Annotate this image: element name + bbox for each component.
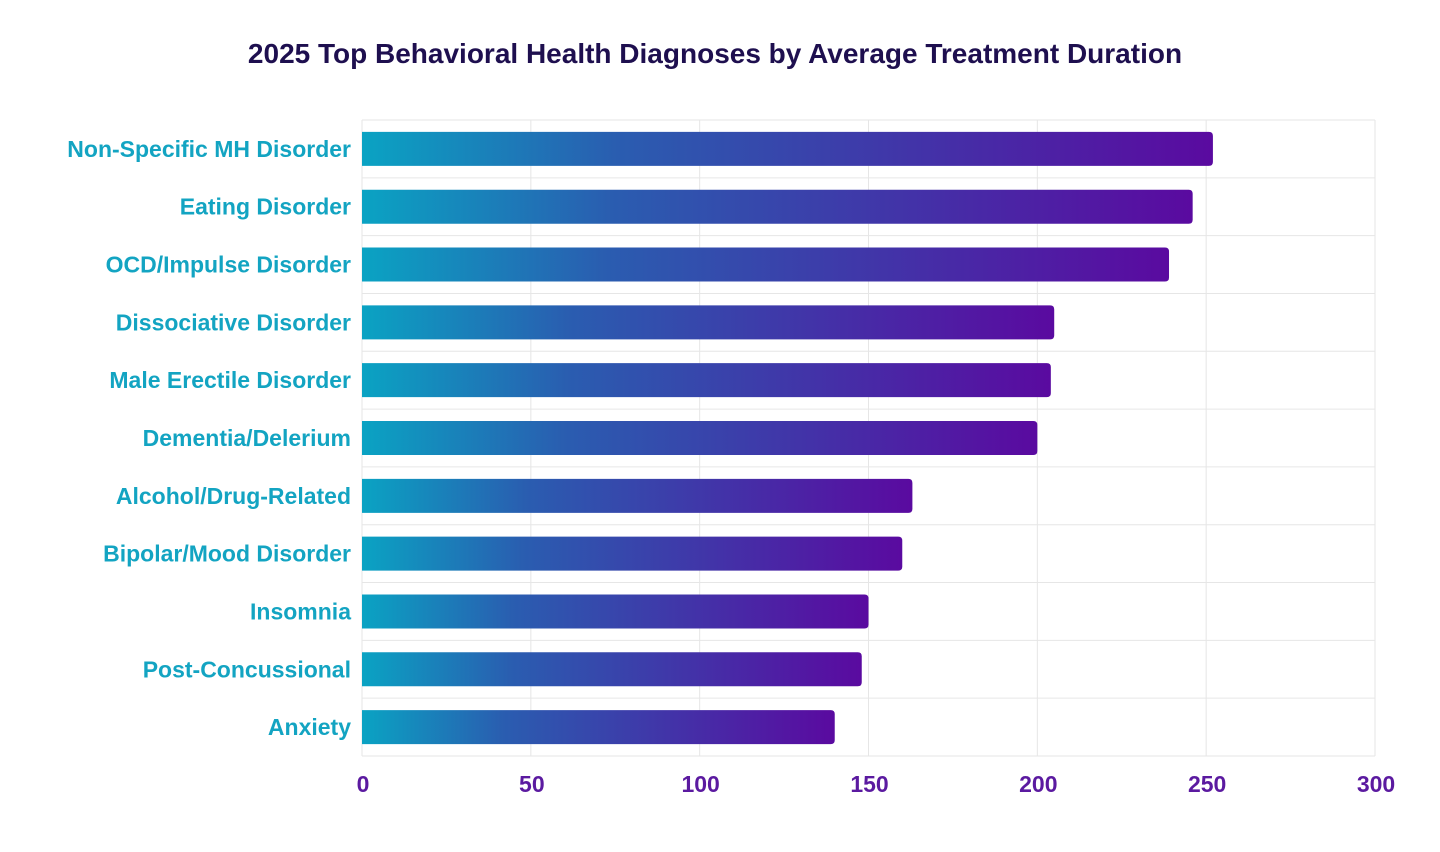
bar xyxy=(362,594,869,629)
category-label: Non-Specific MH Disorder xyxy=(67,136,351,162)
x-tick-label: 250 xyxy=(1188,771,1226,797)
x-tick-label: 50 xyxy=(519,771,545,797)
bar xyxy=(362,652,862,687)
x-axis-tick-labels: 0 50 100 150 200 250 300 xyxy=(357,771,1396,797)
bars xyxy=(362,131,1213,745)
category-label: Post-Concussional xyxy=(143,656,351,682)
bar xyxy=(362,131,1213,166)
category-label: Anxiety xyxy=(268,714,351,740)
x-tick-label: 150 xyxy=(850,771,888,797)
category-label: OCD/Impulse Disorder xyxy=(106,252,351,278)
x-tick-label: 100 xyxy=(681,771,719,797)
bar xyxy=(362,536,903,571)
chart-title: 2025 Top Behavioral Health Diagnoses by … xyxy=(247,38,1183,69)
category-label: Male Erectile Disorder xyxy=(109,367,351,393)
x-tick-label: 300 xyxy=(1357,771,1395,797)
bar xyxy=(362,247,1170,282)
bar xyxy=(362,710,835,745)
bar xyxy=(362,478,913,513)
bar xyxy=(362,189,1193,224)
bar xyxy=(362,305,1055,340)
bar xyxy=(362,363,1051,398)
grid-lines xyxy=(361,119,1376,757)
category-label: Dissociative Disorder xyxy=(116,309,351,335)
category-label: Bipolar/Mood Disorder xyxy=(103,541,351,567)
category-labels: Non-Specific MH Disorder Eating Disorder O… xyxy=(67,136,351,740)
bar xyxy=(362,421,1038,455)
x-tick-label: 0 xyxy=(357,771,370,797)
category-label: Dementia/Delerium xyxy=(143,425,351,451)
category-label: Alcohol/Drug-Related xyxy=(116,483,351,509)
category-label: Eating Disorder xyxy=(180,194,351,220)
x-tick-label: 200 xyxy=(1019,771,1057,797)
category-label: Insomnia xyxy=(250,598,351,624)
